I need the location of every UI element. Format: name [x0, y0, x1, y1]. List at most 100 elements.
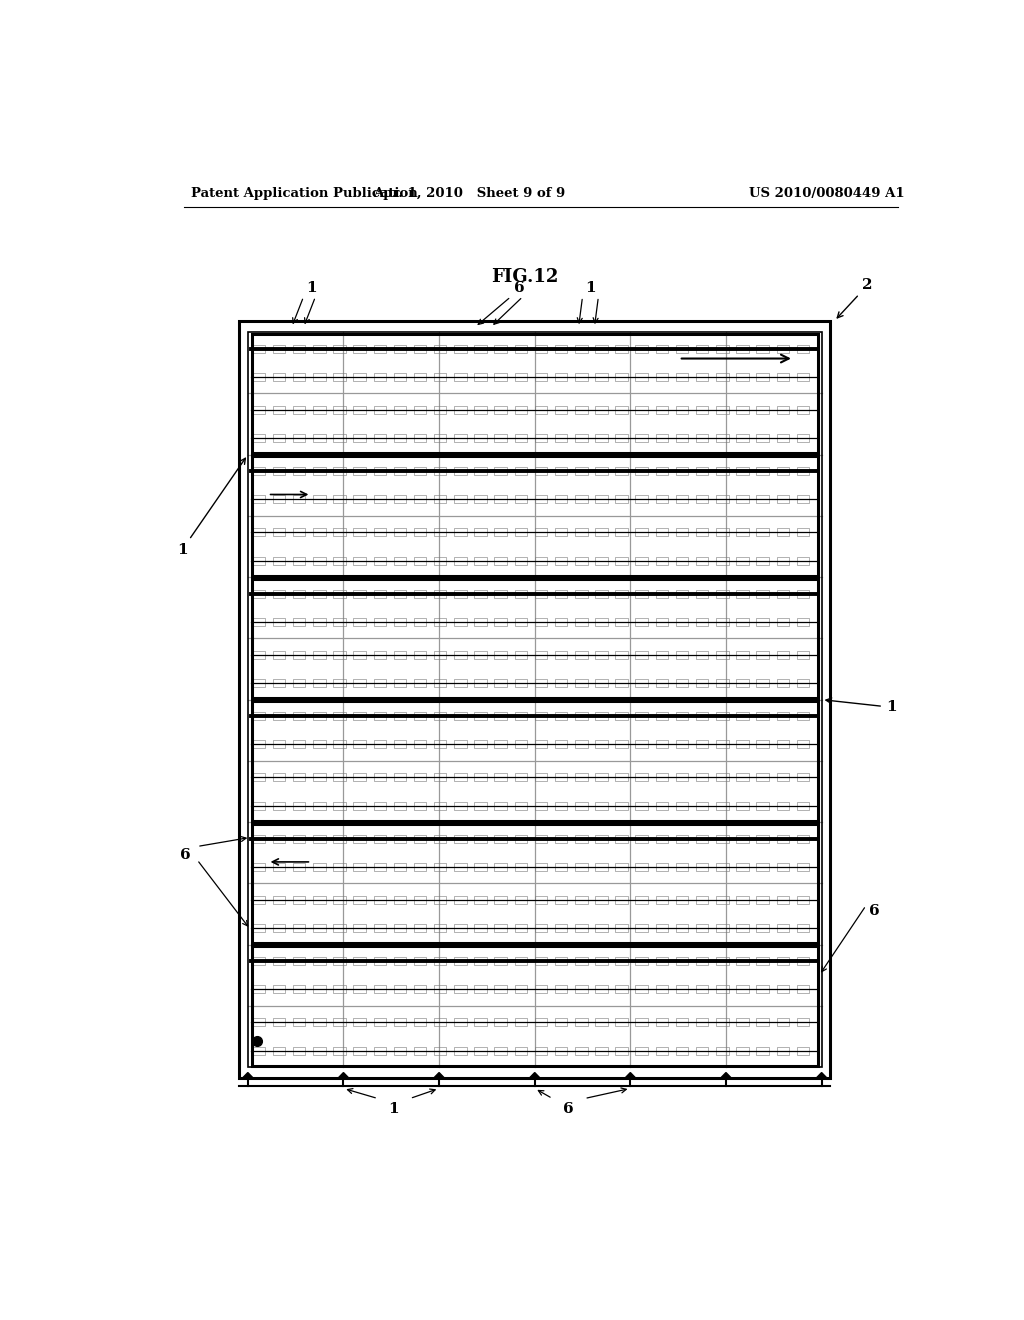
- Bar: [776, 434, 790, 442]
- Bar: [272, 434, 286, 442]
- Bar: [454, 774, 467, 781]
- Bar: [272, 1018, 286, 1027]
- Bar: [636, 924, 648, 932]
- Bar: [736, 713, 749, 721]
- Bar: [515, 557, 527, 565]
- Bar: [495, 924, 507, 932]
- Bar: [313, 1018, 326, 1027]
- Bar: [757, 590, 769, 598]
- Bar: [333, 651, 346, 659]
- Bar: [676, 434, 688, 442]
- Bar: [776, 1018, 790, 1027]
- Bar: [696, 495, 709, 503]
- Bar: [776, 1047, 790, 1055]
- Bar: [454, 528, 467, 536]
- Bar: [636, 678, 648, 688]
- Bar: [272, 985, 286, 993]
- Bar: [696, 863, 709, 871]
- Bar: [797, 741, 809, 748]
- Bar: [293, 1047, 305, 1055]
- Bar: [272, 467, 286, 475]
- Bar: [776, 924, 790, 932]
- Bar: [393, 528, 407, 536]
- Bar: [393, 557, 407, 565]
- Bar: [655, 774, 668, 781]
- Bar: [434, 896, 446, 904]
- Bar: [474, 713, 486, 721]
- Bar: [676, 678, 688, 688]
- Bar: [797, 374, 809, 381]
- Bar: [393, 651, 407, 659]
- Bar: [454, 407, 467, 414]
- Bar: [293, 863, 305, 871]
- Bar: [374, 590, 386, 598]
- Bar: [696, 774, 709, 781]
- Bar: [797, 957, 809, 965]
- Bar: [555, 774, 567, 781]
- Bar: [636, 957, 648, 965]
- Bar: [333, 957, 346, 965]
- Bar: [655, 957, 668, 965]
- Bar: [676, 467, 688, 475]
- Bar: [776, 985, 790, 993]
- Bar: [313, 495, 326, 503]
- Bar: [374, 407, 386, 414]
- Bar: [474, 896, 486, 904]
- Bar: [454, 985, 467, 993]
- Bar: [253, 834, 265, 842]
- Bar: [776, 557, 790, 565]
- Bar: [393, 678, 407, 688]
- Bar: [515, 774, 527, 781]
- Bar: [515, 434, 527, 442]
- Text: 6: 6: [180, 847, 190, 862]
- Bar: [474, 985, 486, 993]
- Bar: [757, 557, 769, 565]
- Bar: [757, 713, 769, 721]
- Bar: [272, 896, 286, 904]
- Bar: [655, 924, 668, 932]
- Bar: [253, 618, 265, 626]
- Text: 1: 1: [177, 458, 246, 557]
- Bar: [495, 896, 507, 904]
- Bar: [474, 618, 486, 626]
- Bar: [696, 651, 709, 659]
- Bar: [454, 651, 467, 659]
- Bar: [293, 374, 305, 381]
- Bar: [374, 774, 386, 781]
- Bar: [333, 924, 346, 932]
- Bar: [293, 801, 305, 809]
- Bar: [434, 863, 446, 871]
- Bar: [293, 345, 305, 352]
- Bar: [736, 863, 749, 871]
- Bar: [414, 434, 426, 442]
- Bar: [696, 896, 709, 904]
- Bar: [333, 618, 346, 626]
- Polygon shape: [243, 1073, 253, 1078]
- Bar: [414, 467, 426, 475]
- Bar: [272, 557, 286, 565]
- Bar: [696, 713, 709, 721]
- Bar: [313, 528, 326, 536]
- Bar: [434, 495, 446, 503]
- Bar: [736, 1047, 749, 1055]
- Bar: [716, 1047, 729, 1055]
- Bar: [454, 590, 467, 598]
- Bar: [696, 924, 709, 932]
- Bar: [313, 834, 326, 842]
- Bar: [474, 495, 486, 503]
- Bar: [313, 863, 326, 871]
- Bar: [495, 957, 507, 965]
- Bar: [636, 863, 648, 871]
- Polygon shape: [338, 1073, 349, 1078]
- Bar: [636, 651, 648, 659]
- Bar: [515, 924, 527, 932]
- Bar: [374, 713, 386, 721]
- Bar: [434, 618, 446, 626]
- Polygon shape: [529, 1073, 541, 1078]
- Bar: [575, 741, 588, 748]
- Bar: [393, 896, 407, 904]
- Bar: [655, 434, 668, 442]
- Bar: [676, 590, 688, 598]
- Bar: [253, 774, 265, 781]
- Bar: [615, 678, 628, 688]
